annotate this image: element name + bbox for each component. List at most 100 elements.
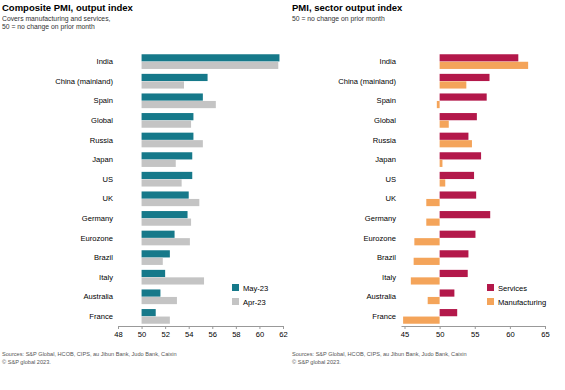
chart-subtitle: 50 = no change on prior month bbox=[292, 15, 385, 23]
tick-label: 58 bbox=[232, 330, 240, 339]
bar bbox=[440, 160, 443, 167]
bar bbox=[142, 121, 192, 128]
bar bbox=[142, 250, 170, 257]
tick-mark bbox=[212, 326, 213, 329]
chart-canvas: Composite PMI, output indexCovers manufa… bbox=[0, 0, 565, 390]
bar bbox=[440, 172, 474, 179]
bar bbox=[142, 152, 193, 159]
bar bbox=[403, 317, 440, 324]
x-axis: 4850525456586062 bbox=[114, 326, 287, 339]
bar bbox=[142, 238, 190, 245]
bar bbox=[428, 297, 440, 304]
source-note: © S&P global 2023. bbox=[292, 359, 341, 365]
chart-subtitle: Covers manufacturing and services, bbox=[2, 15, 111, 23]
bar bbox=[440, 140, 472, 147]
category-label: Italy bbox=[382, 273, 396, 282]
chart-title: PMI, sector output index bbox=[292, 2, 403, 13]
bar bbox=[142, 172, 193, 179]
category-label: Russia bbox=[373, 136, 397, 145]
legend: ServicesManufacturing bbox=[487, 284, 546, 307]
bar bbox=[142, 101, 216, 108]
chart-subtitle: 50 = no change on prior month bbox=[2, 23, 95, 31]
tick-label: 55 bbox=[471, 330, 479, 339]
tick-label: 45 bbox=[401, 330, 409, 339]
bar bbox=[142, 93, 203, 100]
legend-label: Manufacturing bbox=[498, 298, 546, 307]
category-label: Spain bbox=[94, 96, 113, 105]
category-label: Australia bbox=[83, 292, 113, 301]
tick-mark bbox=[118, 326, 119, 329]
category-label: Spain bbox=[377, 96, 396, 105]
axis-line bbox=[402, 326, 546, 327]
category-label: Australia bbox=[366, 292, 396, 301]
tick-mark bbox=[405, 326, 406, 329]
tick: 58 bbox=[232, 326, 240, 339]
category-label: France bbox=[372, 312, 396, 321]
bar bbox=[440, 179, 446, 186]
category-label: Russia bbox=[90, 136, 114, 145]
bar bbox=[414, 258, 440, 265]
category-label: Global bbox=[374, 116, 396, 125]
category-label: China (mainland) bbox=[338, 77, 396, 86]
bar bbox=[440, 133, 469, 140]
tick-mark bbox=[236, 326, 237, 329]
source-note: Sources: S&P Global, HCOB, CIPS, au Jibu… bbox=[292, 351, 467, 357]
axis-line bbox=[119, 326, 284, 327]
bar bbox=[440, 121, 449, 128]
bar bbox=[142, 317, 170, 324]
bar bbox=[142, 160, 176, 167]
category-label: Japan bbox=[375, 155, 396, 164]
tick-label: 60 bbox=[506, 330, 514, 339]
tick-label: 52 bbox=[161, 330, 169, 339]
bar bbox=[142, 179, 182, 186]
tick: 65 bbox=[541, 326, 549, 339]
bar bbox=[440, 74, 490, 81]
tick-mark bbox=[283, 326, 284, 329]
tick: 56 bbox=[209, 326, 217, 339]
category-label: US bbox=[102, 175, 113, 184]
bars bbox=[403, 54, 528, 323]
bar bbox=[426, 199, 439, 206]
tick: 62 bbox=[279, 326, 287, 339]
bar bbox=[437, 101, 440, 108]
bar bbox=[440, 54, 519, 61]
bar bbox=[142, 81, 184, 88]
category-label: UK bbox=[102, 194, 113, 203]
tick-label: 50 bbox=[436, 330, 444, 339]
source-note: Sources: S&P Global, HCOB, CIPS, au Jibu… bbox=[2, 351, 177, 357]
tick-mark bbox=[259, 326, 260, 329]
tick: 50 bbox=[436, 326, 444, 339]
category-label: France bbox=[89, 312, 113, 321]
legend-label: Apr-23 bbox=[243, 298, 266, 307]
bar bbox=[440, 231, 476, 238]
category-label: US bbox=[385, 175, 396, 184]
bar bbox=[440, 270, 468, 277]
legend-swatch bbox=[232, 298, 239, 305]
bar bbox=[142, 113, 194, 120]
category-label: Brazil bbox=[94, 253, 113, 262]
category-label: Japan bbox=[92, 155, 113, 164]
category-label: India bbox=[97, 57, 114, 66]
bar bbox=[414, 238, 439, 245]
category-label: Brazil bbox=[377, 253, 396, 262]
bar bbox=[440, 152, 481, 159]
tick-label: 56 bbox=[209, 330, 217, 339]
bar bbox=[440, 191, 477, 198]
legend-swatch bbox=[487, 284, 494, 291]
tick-label: 54 bbox=[185, 330, 193, 339]
bars bbox=[142, 54, 280, 323]
category-label: Global bbox=[91, 116, 113, 125]
source-note: © S&P global 2023. bbox=[2, 359, 51, 365]
bar bbox=[440, 250, 469, 257]
category-label: UK bbox=[385, 194, 396, 203]
tick-mark bbox=[545, 326, 546, 329]
bar bbox=[142, 270, 166, 277]
bar bbox=[142, 289, 161, 296]
bar bbox=[411, 277, 440, 284]
bar bbox=[142, 231, 175, 238]
bar bbox=[142, 74, 208, 81]
category-label: China (mainland) bbox=[55, 77, 113, 86]
tick: 48 bbox=[114, 326, 122, 339]
category-label: Germany bbox=[82, 214, 113, 223]
bar bbox=[142, 309, 156, 316]
